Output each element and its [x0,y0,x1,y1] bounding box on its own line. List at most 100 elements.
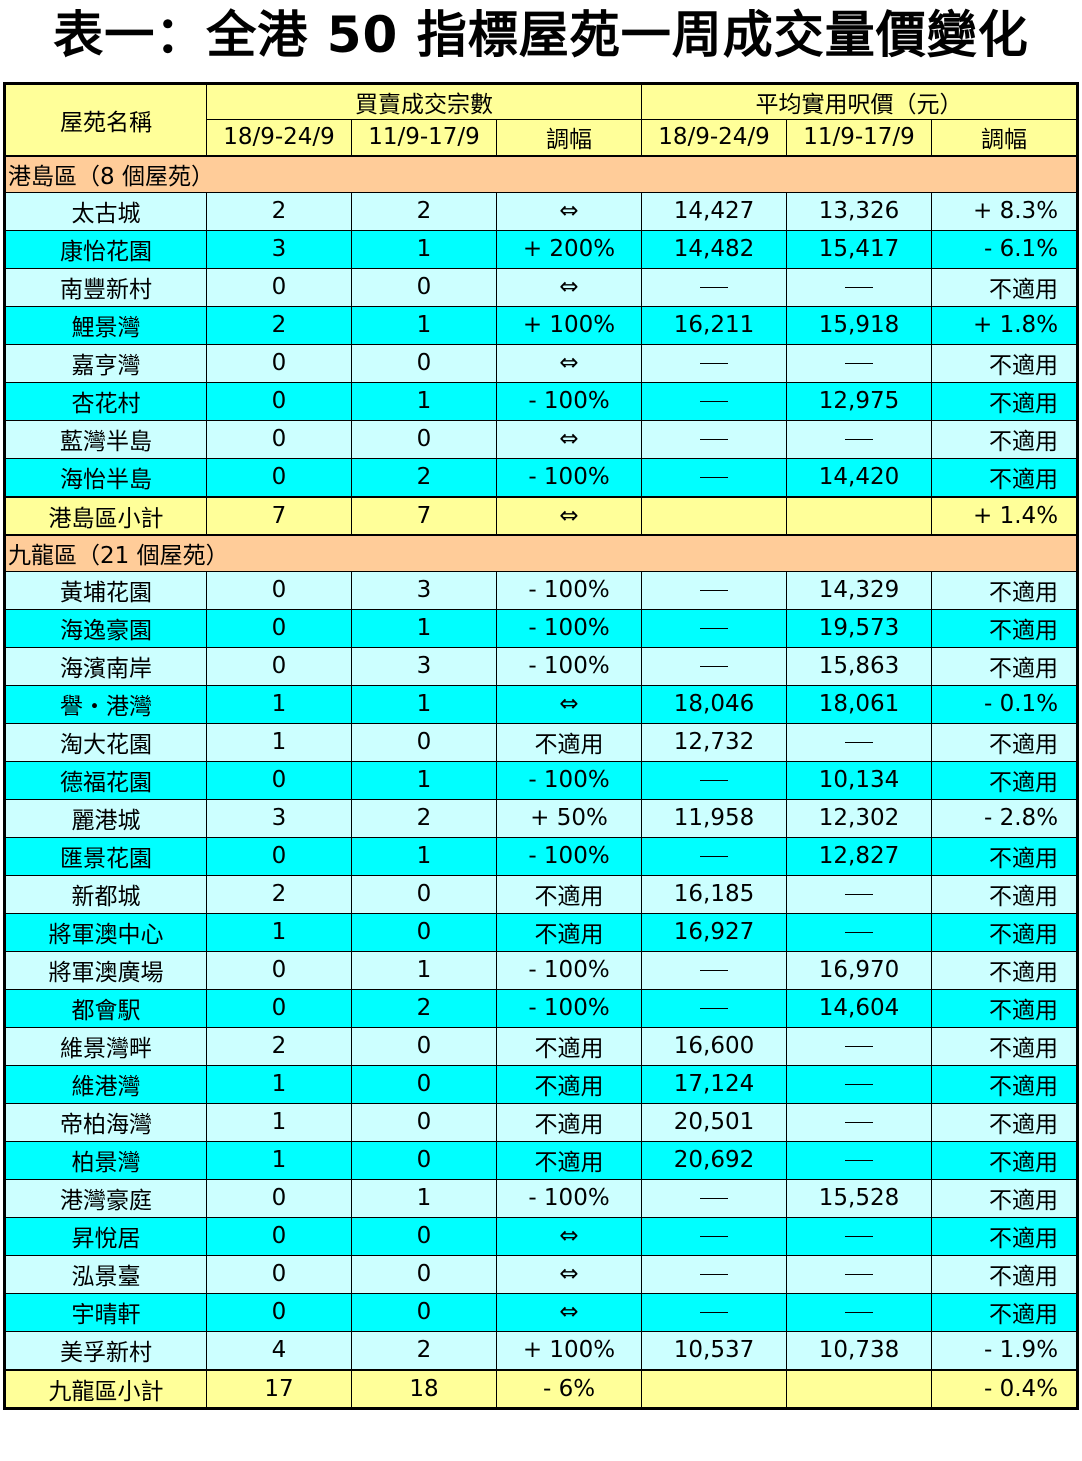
price-change-cell: 不適用 [931,760,1079,800]
not-available-dash [845,1046,874,1047]
volume-last-week-cell: 0 [351,722,497,762]
volume-change-cell: - 100% [495,988,643,1028]
not-available-dash [845,1236,874,1237]
price-this-week-cell: 16,927 [641,912,788,952]
estate-name-cell: 麗港城 [4,798,207,838]
price-this-week-cell [641,608,788,648]
price-this-week-cell: 12,732 [641,722,788,762]
price-last-week-cell [786,912,933,952]
volume-change-cell: 不適用 [495,722,643,762]
volume-last-week-cell: 1 [351,684,497,724]
price-this-week-cell [641,457,788,497]
price-change-cell: 不適用 [931,1254,1079,1294]
volume-last-week-cell: 2 [351,798,497,838]
table-row: 海怡半島 0 2- 100% 14,420 不適用 [4,457,1079,497]
not-available-dash [700,439,729,440]
table-row: 麗港城 3 2 + 50% 11,958 12,302- 2.8% [4,798,1079,838]
estate-name-cell: 海逸豪園 [4,608,207,648]
volume-this-week-cell: 2 [206,305,352,345]
price-this-week-cell: 18,046 [641,684,788,724]
table-row: 帝柏海灣 1 0 不適用 20,501 不適用 [4,1102,1079,1142]
estate-name-cell: 宇晴軒 [4,1292,207,1332]
estate-name-cell: 美孚新村 [4,1330,207,1370]
estate-name-cell: 太古城 [4,191,207,231]
subtotal-volume-last-week-cell: 7 [351,495,497,535]
volume-this-week-cell: 1 [206,1064,352,1104]
not-available-dash [700,970,729,971]
table-row: 美孚新村 4 2 + 100% 10,537 10,738- 1.9% [4,1330,1079,1370]
estate-name-cell: 海濱南岸 [4,646,207,686]
volume-this-week-cell: 3 [206,798,352,838]
volume-change-cell: 不適用 [495,874,643,914]
volume-this-week-cell: 1 [206,684,352,724]
price-last-week-cell: 13,326 [786,191,933,231]
price-change-cell: 不適用 [931,267,1079,307]
table-row: 淘大花園 1 0 不適用 12,732 不適用 [4,722,1079,762]
price-last-week-cell [786,1026,933,1066]
subtotal-volume-this-week-cell: 7 [206,495,352,535]
not-available-dash [845,363,874,364]
price-change-cell: - 2.8% [931,798,1079,838]
price-last-week-cell: 10,134 [786,760,933,800]
estate-name-cell: 匯景花園 [4,836,207,876]
not-available-dash [845,1312,874,1313]
not-available-dash [700,287,729,288]
volume-change-cell: ⇔ [495,191,643,231]
table-row: 杏花村 0 1- 100% 12,975 不適用 [4,381,1079,421]
volume-change-cell: ⇔ [495,1216,643,1256]
price-change-cell: 不適用 [931,1064,1079,1104]
price-last-week-cell: 15,918 [786,305,933,345]
price-change-cell: 不適用 [931,912,1079,952]
price-this-week-cell [641,950,788,990]
volume-change-cell: + 200% [495,229,643,269]
volume-last-week-cell: 0 [351,912,497,952]
volume-last-week-cell: 1 [351,229,497,269]
table-row: 太古城 2 2 ⇔ 14,427 13,326 + 8.3% [4,191,1079,231]
estate-name-cell: 新都城 [4,874,207,914]
volume-last-week-cell: 1 [351,381,497,421]
not-available-dash [845,1084,874,1085]
price-change-cell: 不適用 [931,874,1079,914]
price-this-week-cell [641,1216,788,1256]
volume-change-cell: + 100% [495,305,643,345]
estate-name-cell: 藍灣半島 [4,419,207,459]
not-available-dash [845,287,874,288]
price-change-cell: 不適用 [931,646,1079,686]
volume-this-week-cell: 0 [206,457,352,497]
volume-change-cell: ⇔ [495,343,643,383]
price-last-week-cell: 14,420 [786,457,933,497]
not-available-dash [700,780,729,781]
table-row: 維景灣畔 2 0 不適用 16,600 不適用 [4,1026,1079,1066]
price-last-week-cell: 14,604 [786,988,933,1028]
volume-this-week-cell: 0 [206,950,352,990]
header-volume-this-week: 18/9-24/9 [206,119,352,156]
volume-last-week-cell: 0 [351,419,497,459]
table-row: 將軍澳中心 1 0 不適用 16,927 不適用 [4,912,1079,952]
volume-last-week-cell: 2 [351,457,497,497]
price-this-week-cell [641,381,788,421]
price-last-week-cell: 18,061 [786,684,933,724]
price-this-week-cell: 11,958 [641,798,788,838]
subtotal-price-last-week-cell [786,1368,933,1409]
price-last-week-cell: 19,573 [786,608,933,648]
price-this-week-cell: 20,692 [641,1140,788,1180]
estate-name-cell: 鯉景灣 [4,305,207,345]
price-last-week-cell [786,419,933,459]
table-row: 泓景臺 0 0 ⇔ 不適用 [4,1254,1079,1294]
price-change-cell: 不適用 [931,722,1079,762]
table-row: 康怡花園 3 1 + 200% 14,482 15,417- 6.1% [4,229,1079,269]
price-last-week-cell [786,874,933,914]
volume-last-week-cell: 1 [351,305,497,345]
price-this-week-cell [641,760,788,800]
volume-last-week-cell: 2 [351,191,497,231]
price-this-week-cell [641,1254,788,1294]
volume-this-week-cell: 0 [206,343,352,383]
page-title: 表一：全港 50 指標屋苑一周成交量價變化 [53,6,1029,64]
price-change-cell: - 1.9% [931,1330,1079,1370]
price-change-cell: 不適用 [931,1026,1079,1066]
volume-this-week-cell: 1 [206,722,352,762]
volume-this-week-cell: 1 [206,1140,352,1180]
subtotal-estate-name-cell: 港島區小計 [4,495,207,535]
volume-this-week-cell: 2 [206,191,352,231]
header-volume-last-week: 11/9-17/9 [351,119,497,156]
